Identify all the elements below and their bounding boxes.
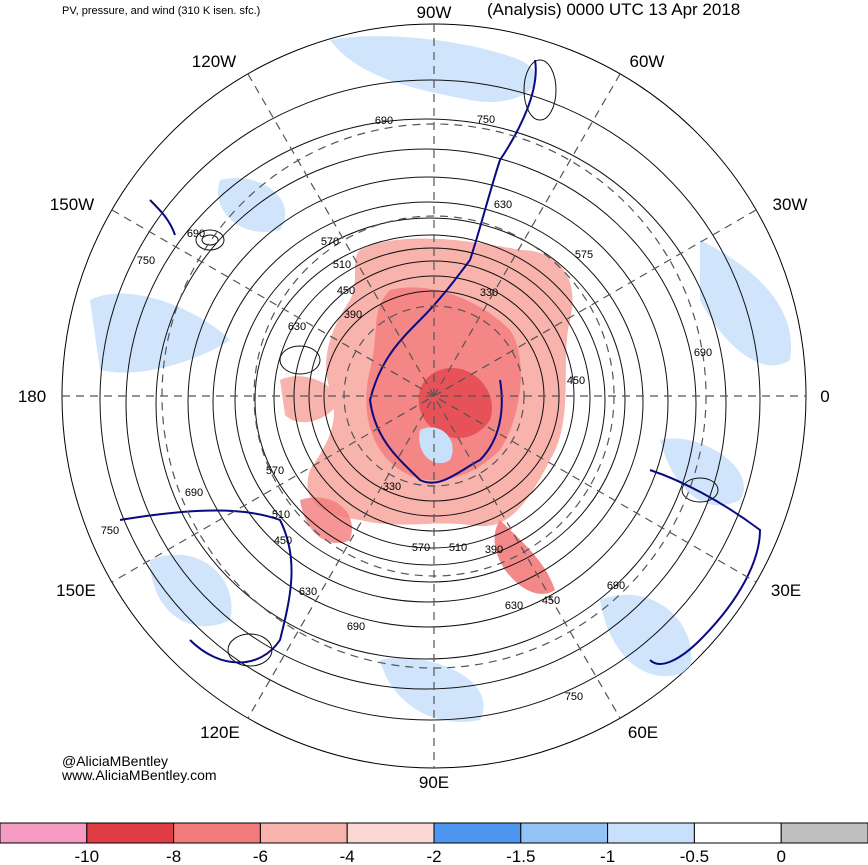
contour-label: 630 [494,199,512,211]
colorbar-tick-label: -10 [75,847,100,865]
lon-label-120w: 120W [192,52,236,71]
lon-label-60e: 60E [628,723,658,742]
chart-subtitle: PV, pressure, and wind (310 K isen. sfc.… [62,5,260,17]
lon-label-90e: 90E [419,773,449,792]
contour-label: 630 [288,321,306,333]
contour-label: 750 [477,114,495,126]
lon-label-120e: 120E [200,723,240,742]
lon-label-150w: 150W [50,195,94,214]
lon-label-60w: 60W [630,52,665,71]
contour-label: 750 [101,525,119,537]
contour-label: 450 [337,285,355,297]
lon-label-150e: 150E [56,581,96,600]
contour-label: 630 [299,586,317,598]
contour-label: 750 [137,255,155,267]
polar-map [61,23,807,769]
contour-label: 690 [185,487,203,499]
contour-value-labels: 690 750 630 750 690 570 510 450 390 630 … [101,114,712,703]
pv-low-shading [90,36,792,722]
contour-label: 330 [480,287,498,299]
colorbar-swatch [520,822,609,844]
colorbar-swatch [86,822,175,844]
contour-label: 570 [266,465,284,477]
contour-label: 630 [505,600,523,612]
colorbar: -10 -8 -6 -4 -2 -1.5 -1 -0.5 0 [0,822,868,865]
coastlines [119,59,762,665]
lon-label-90w: 90W [417,3,452,22]
contour-label: 570 [321,236,339,248]
colorbar-tick-label: 0 [776,847,785,865]
colorbar-swatch [259,822,348,844]
colorbar-swatch [780,822,868,844]
graticule [62,24,806,768]
credit-website: www.AliciaMBentley.com [61,767,217,783]
longitude-labels: 90W 60W 30W 0 30E 60E 90E 120E 150E 180 … [18,3,830,792]
colorbar-swatch [173,822,261,844]
colorbar-swatch [433,822,522,844]
contour-label: 510 [272,509,290,521]
contour-label: 510 [333,259,351,271]
lon-label-30e: 30E [771,581,801,600]
contour-label: 450 [567,375,585,387]
colorbar-swatch [607,822,695,844]
colorbar-tick-label: -2 [426,847,441,865]
contour-label: 690 [607,580,625,592]
chart-title: (Analysis) 0000 UTC 13 Apr 2018 [487,0,740,19]
contour-label: 690 [375,115,393,127]
contour-label: 330 [383,481,401,493]
contour-label: 690 [694,347,712,359]
colorbar-swatch [693,822,782,844]
colorbar-tick-label: -8 [166,847,181,865]
colorbar-tick-label: -1 [600,847,615,865]
contour-label: 690 [187,228,205,240]
colorbar-tick-label: -4 [340,847,355,865]
contour-label: 570 [412,542,430,554]
colorbar-tick-label: -0.5 [680,847,709,865]
colorbar-swatch [346,822,435,844]
lon-label-0: 0 [820,387,829,406]
lon-label-180: 180 [18,387,46,406]
colorbar-tick-label: -1.5 [506,847,535,865]
contour-label: 390 [485,544,503,556]
contour-label: 390 [344,309,362,321]
contour-label: 575 [575,249,593,261]
contour-label: 450 [542,595,560,607]
contour-label: 750 [565,691,583,703]
contour-label: 690 [347,621,365,633]
credit-handle: @AliciaMBentley [62,753,168,769]
contour-label: 510 [449,542,467,554]
colorbar-swatch [0,822,88,844]
colorbar-tick-label: -6 [253,847,268,865]
lon-label-30w: 30W [773,195,808,214]
contour-label: 450 [274,535,292,547]
